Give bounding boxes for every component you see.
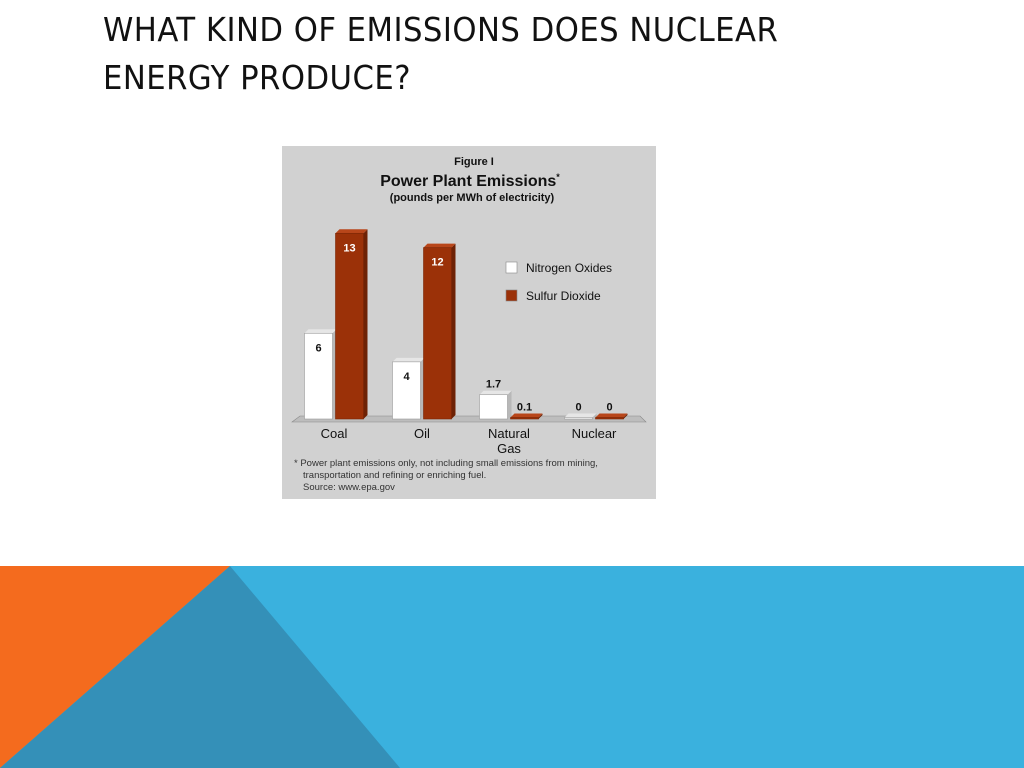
value-label-natural-gas-sulfur-dioxide: 0.1 — [517, 402, 532, 414]
bar-side — [363, 229, 368, 419]
value-label-oil-sulfur-dioxide: 12 — [431, 257, 443, 269]
bar-top — [564, 413, 597, 418]
value-label-natural-gas-nitrogen-oxides: 1.7 — [486, 379, 501, 391]
category-label-natural-gas: Natural Gas — [488, 426, 530, 456]
bar-face — [510, 417, 539, 420]
chart-subtitle: (pounds per MWh of electricity) — [390, 192, 555, 204]
bar-top — [335, 229, 368, 234]
chart-title: Power Plant Emissions* — [380, 172, 560, 190]
bars-group: 6 13 Coal 4 12 Oil 1.7 0.1 Natural Gas 0 0 Nuclear — [291, 229, 647, 456]
bar-face — [595, 417, 624, 420]
value-label-nuclear-sulfur-dioxide: 0 — [606, 402, 612, 414]
bar-face — [479, 394, 508, 420]
figure-label: Figure I — [454, 156, 494, 168]
bar-face — [392, 361, 421, 420]
chart-title-text: Power Plant Emissions — [380, 173, 556, 190]
decorative-bottom-band — [0, 566, 1024, 768]
category-label-nuclear: Nuclear — [572, 426, 617, 441]
bar-top — [304, 329, 337, 334]
bar-face — [335, 232, 364, 420]
bar-natural-gas-nitrogen-oxides: 1.7 — [479, 379, 512, 420]
band-steel-shape — [0, 566, 400, 768]
footnote-line-3: Source: www.epa.gov — [303, 482, 395, 493]
bar-oil-sulfur-dioxide: 12 — [423, 243, 456, 420]
bar-coal-nitrogen-oxides: 6 — [304, 329, 337, 420]
footnote: * Power plant emissions only, not includ… — [294, 458, 598, 493]
bar-nuclear-sulfur-dioxide: 0 — [595, 402, 628, 420]
bar-side — [451, 243, 456, 419]
bar-nuclear-nitrogen-oxides: 0 — [564, 402, 597, 420]
bar-side — [592, 413, 597, 419]
value-label-coal-sulfur-dioxide: 13 — [343, 242, 355, 254]
bar-oil-nitrogen-oxides: 4 — [392, 357, 425, 420]
legend-swatch — [505, 261, 518, 274]
legend: Nitrogen Oxides Sulfur Dioxide — [505, 261, 612, 303]
slide-title: WHAT KIND OF EMISSIONS DOES NUCLEAR ENER… — [103, 10, 779, 97]
chart-title-marker: * — [556, 172, 560, 182]
bar-face — [564, 417, 593, 420]
bar-side — [507, 390, 512, 419]
legend-label: Nitrogen Oxides — [526, 261, 612, 275]
bar-natural-gas-sulfur-dioxide: 0.1 — [510, 402, 543, 420]
emissions-chart: Figure I Power Plant Emissions* (pounds … — [291, 156, 647, 493]
bar-face — [304, 332, 333, 420]
bar-side — [623, 413, 628, 419]
legend-item-nitrogen-oxides: Nitrogen Oxides — [505, 261, 612, 275]
bar-side — [538, 413, 543, 419]
category-label-oil: Oil — [414, 426, 430, 441]
value-label-nuclear-nitrogen-oxides: 0 — [575, 402, 581, 414]
bar-top — [510, 413, 543, 418]
bar-top — [423, 243, 456, 248]
value-label-oil-nitrogen-oxides: 4 — [403, 371, 410, 383]
bar-face — [423, 247, 452, 420]
footnote-line-2: transportation and refining or enriching… — [303, 470, 486, 481]
legend-item-sulfur-dioxide: Sulfur Dioxide — [505, 289, 601, 303]
bar-top — [479, 390, 512, 395]
value-label-coal-nitrogen-oxides: 6 — [315, 342, 321, 354]
bar-top — [595, 413, 628, 418]
bar-coal-sulfur-dioxide: 13 — [335, 229, 368, 420]
legend-swatch — [505, 289, 518, 302]
emissions-figure: Figure I Power Plant Emissions* (pounds … — [282, 146, 656, 499]
legend-label: Sulfur Dioxide — [526, 289, 601, 303]
bar-top — [392, 357, 425, 362]
category-label-coal: Coal — [321, 426, 348, 441]
chart-floor — [291, 415, 647, 423]
footnote-line-1: * Power plant emissions only, not includ… — [294, 458, 598, 469]
